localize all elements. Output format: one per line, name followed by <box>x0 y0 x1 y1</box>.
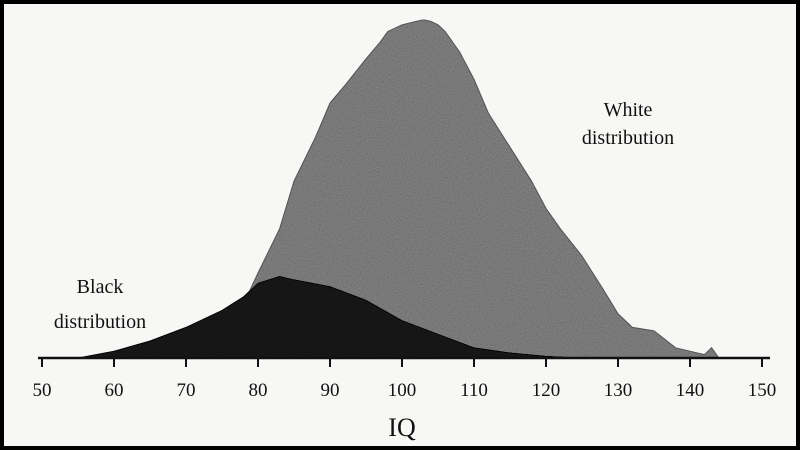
x-tick-label-70: 70 <box>177 380 196 401</box>
white-label-line2: distribution <box>582 127 674 149</box>
chart-canvas: 50 60 70 80 90 100 110 120 130 140 150 IQ White di… <box>4 4 796 446</box>
distribution-areas <box>77 19 720 359</box>
black-label-line2: distribution <box>54 311 146 333</box>
x-tick-label-60: 60 <box>105 380 124 401</box>
x-tick-label-120: 120 <box>532 380 561 401</box>
black-label-line1: Black <box>77 276 124 298</box>
x-tick-label-100: 100 <box>388 380 417 401</box>
x-axis-title: IQ <box>388 413 416 442</box>
black-distribution-area <box>77 275 583 359</box>
x-tick-label-130: 130 <box>604 380 633 401</box>
x-tick-label-110: 110 <box>460 380 488 401</box>
white-distribution-area <box>77 19 720 359</box>
white-label-line1: White <box>604 99 653 121</box>
x-tick-label-50: 50 <box>33 380 52 401</box>
x-tick-label-150: 150 <box>748 380 777 401</box>
x-tick-label-90: 90 <box>321 380 340 401</box>
x-axis-ticks <box>41 358 763 367</box>
x-tick-label-140: 140 <box>676 380 705 401</box>
x-tick-label-80: 80 <box>249 380 268 401</box>
iq-distribution-chart: 50 60 70 80 90 100 110 120 130 140 150 IQ White di… <box>33 19 777 442</box>
x-axis-tick-labels: 50 60 70 80 90 100 110 120 130 140 150 <box>33 380 777 401</box>
